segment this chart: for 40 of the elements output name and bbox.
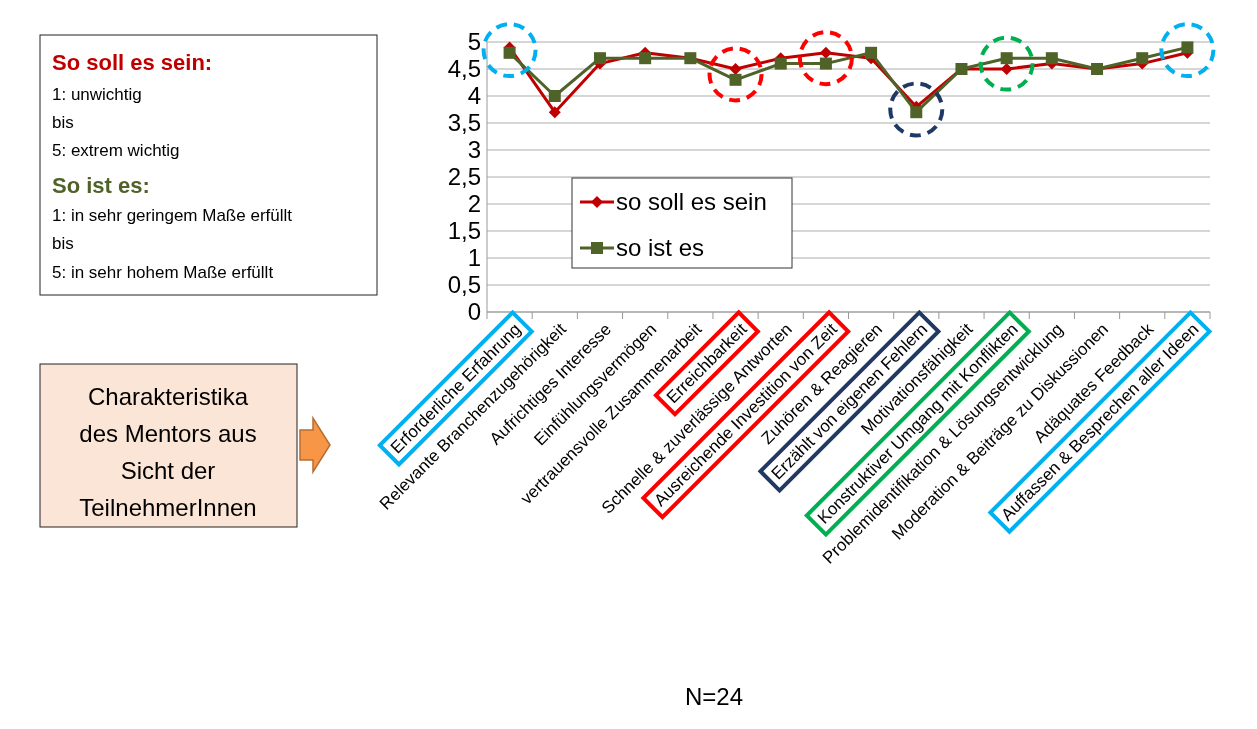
y-tick-label: 5 bbox=[467, 28, 481, 56]
point bbox=[774, 57, 787, 70]
y-tick-label: 1 bbox=[467, 244, 481, 272]
y-tick-label: 3,5 bbox=[447, 109, 481, 137]
point bbox=[1045, 52, 1058, 65]
text: 1: unwichtig bbox=[52, 84, 142, 104]
y-tick-label: 1,5 bbox=[447, 217, 481, 245]
point bbox=[548, 106, 561, 119]
point bbox=[1000, 52, 1013, 65]
text: bis bbox=[52, 233, 74, 253]
text: So ist es: bbox=[52, 172, 150, 198]
y-tick-label: 0,5 bbox=[447, 271, 481, 299]
text: So soll es sein: bbox=[52, 49, 213, 75]
point bbox=[729, 63, 742, 75]
legend-label: so soll es sein bbox=[616, 188, 767, 216]
point bbox=[865, 46, 878, 59]
y-tick-label: 0 bbox=[467, 298, 481, 326]
text: N=24 bbox=[684, 683, 744, 711]
point bbox=[910, 106, 923, 119]
y-tick-label: 4 bbox=[467, 82, 481, 110]
point bbox=[639, 52, 652, 65]
point bbox=[1000, 63, 1013, 75]
point bbox=[819, 57, 832, 70]
point bbox=[729, 73, 742, 86]
point bbox=[548, 90, 561, 102]
y-tick-label: 2,5 bbox=[447, 163, 481, 191]
legend-label: so ist es bbox=[616, 234, 705, 262]
point bbox=[1181, 41, 1194, 54]
y-tick-label: 2 bbox=[467, 190, 481, 218]
y-tick-label: 3 bbox=[467, 136, 481, 164]
point bbox=[503, 46, 516, 59]
text: 5: in sehr hohem Maße erfüllt bbox=[52, 262, 274, 282]
point bbox=[593, 52, 606, 65]
text: bis bbox=[52, 112, 74, 132]
point bbox=[819, 46, 832, 59]
y-tick-label: 4,5 bbox=[447, 55, 481, 83]
text: Charakteristika des Mentors aus Sicht der TeilnehmerInnen bbox=[79, 383, 257, 522]
point bbox=[1136, 52, 1149, 65]
text: 1: in sehr geringem Maße erfüllt bbox=[52, 205, 293, 225]
text: 5: extrem wichtig bbox=[52, 140, 180, 160]
